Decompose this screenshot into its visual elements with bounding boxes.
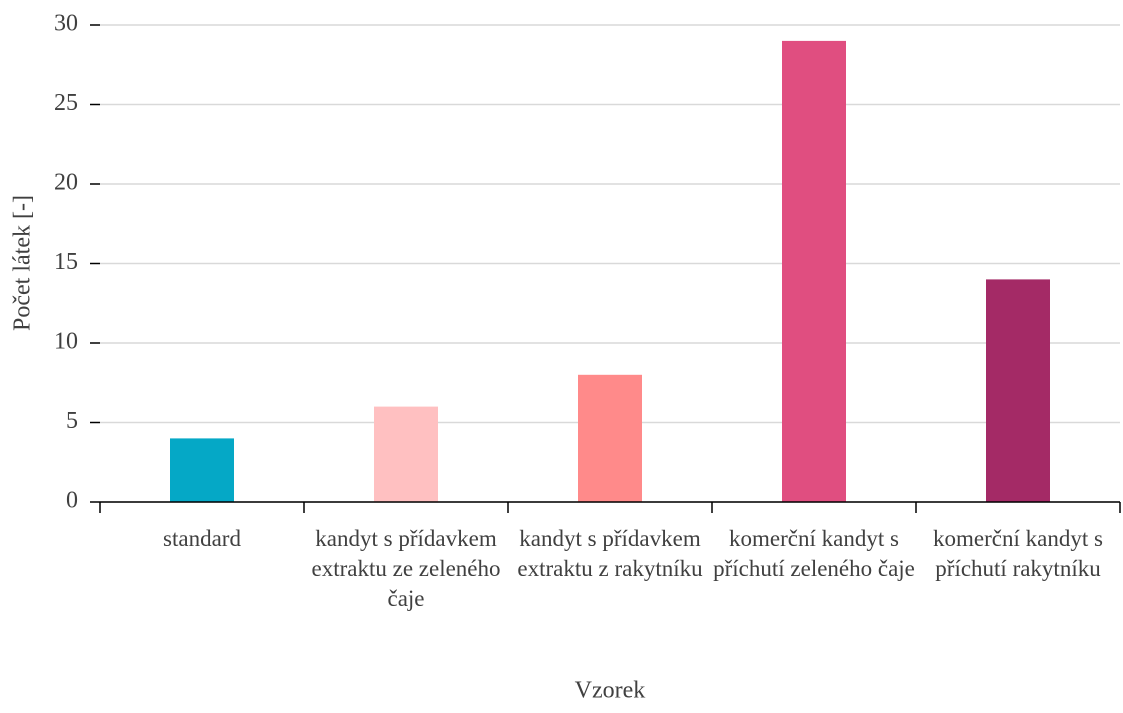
x-tick-label: kandyt s přídavkem extraktu z rakytníku: [517, 526, 703, 581]
x-tick-label: standard: [163, 526, 241, 551]
bar: [578, 374, 642, 502]
bar: [782, 40, 846, 503]
y-tick-label: 25: [54, 90, 78, 116]
bar: [986, 279, 1050, 502]
y-axis-label: Počet látek [-]: [10, 195, 36, 331]
x-tick-label: komerční kandyt s příchutí zeleného čaje: [713, 526, 915, 581]
y-tick-label: 5: [66, 408, 78, 434]
y-tick-label: 10: [54, 329, 78, 355]
y-tick-label: 0: [66, 488, 78, 514]
x-axis-label: Vzorek: [575, 678, 646, 704]
x-tick-label: komerční kandyt s příchutí rakytníku: [933, 526, 1103, 581]
x-tick-label: kandyt s přídavkem extraktu ze zeleného …: [311, 526, 501, 611]
bar: [374, 406, 438, 502]
y-tick-label: 15: [54, 249, 78, 275]
bar: [170, 438, 234, 502]
y-tick-label: 30: [54, 11, 78, 37]
y-tick-label: 20: [54, 170, 78, 196]
